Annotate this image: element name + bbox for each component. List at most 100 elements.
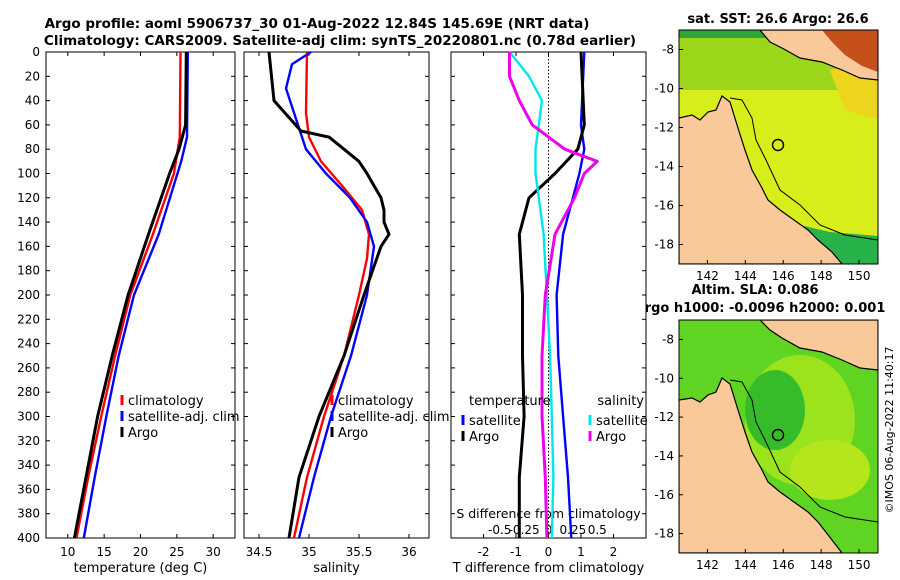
map-x-tick-label: 142: [696, 269, 719, 283]
x-tick-label: 2: [610, 545, 618, 559]
s-tick-label: -0.5: [488, 523, 511, 537]
axes-frame: [45, 51, 236, 539]
x-tick-label: 30: [206, 545, 221, 559]
map-y-tick-label: -12: [654, 410, 674, 424]
y-tick-label: 160: [17, 239, 40, 253]
sla-map-title: Altim. SLA: 0.086: [692, 283, 819, 298]
timestamp: ©IMOS 06-Aug-2022 11:40:17: [883, 347, 896, 514]
axes-frame: [243, 51, 430, 539]
series-line-satellite-adj-clim: [82, 51, 189, 539]
y-tick-label: 280: [17, 385, 40, 399]
sst-map: [678, 29, 879, 265]
s-tick-label: 0.5: [588, 523, 607, 537]
map-x-tick-label: 150: [848, 269, 871, 283]
y-tick-label: 260: [17, 361, 40, 375]
series-line-s-satellite: [508, 51, 555, 539]
x-tick-label: -1: [510, 545, 522, 559]
x-axis-label: temperature (deg C): [74, 561, 208, 576]
map-y-tick-label: -14: [654, 160, 674, 174]
y-tick-label: 140: [17, 215, 40, 229]
legend-label: Argo: [338, 426, 368, 441]
title-line-1: Argo profile: aoml 5906737_30 01-Aug-202…: [45, 16, 590, 32]
x-tick-label: 25: [169, 545, 184, 559]
map-y-tick-label: -10: [654, 371, 674, 385]
map-y-tick-label: -16: [654, 199, 674, 213]
map-x-tick-label: 148: [810, 558, 833, 572]
map-x-tick-label: 146: [772, 558, 795, 572]
series-line-s-argo: [508, 52, 599, 539]
map-x-tick-label: 146: [772, 269, 795, 283]
y-tick-label: 300: [17, 410, 40, 424]
title-line-2: Climatology: CARS2009. Satellite-adj cli…: [44, 33, 636, 49]
series-line-argo: [267, 51, 391, 539]
sla-land-new-guinea: [759, 320, 878, 371]
x-tick-label: 0: [545, 545, 553, 559]
series-line-climatology: [292, 51, 371, 539]
map-y-tick-label: -18: [654, 527, 674, 541]
x-tick-label: 36: [401, 545, 416, 559]
salinity-panel: 34.5 35 35.5 36 salinity climatologysatellite…: [243, 50, 450, 576]
y-tick-label: 60: [25, 118, 40, 132]
legend-label: satellite: [469, 414, 521, 429]
y-tick-label: 40: [25, 94, 40, 108]
x-tick-label: 34.5: [246, 545, 273, 559]
x-axis-label: salinity: [313, 561, 360, 576]
x-tick-label: 35.5: [346, 545, 373, 559]
map-y-tick-label: -16: [654, 488, 674, 502]
map-y-tick-label: -10: [654, 82, 674, 96]
legend-title-salinity: salinity: [597, 394, 644, 409]
y-tick-label: 240: [17, 337, 40, 351]
legend-title-temperature: temperature: [469, 394, 551, 409]
sla-land-australia: [679, 377, 843, 553]
legend-label: satellite: [596, 414, 648, 429]
legend-label: climatology: [128, 394, 204, 409]
y-tick-label: 100: [17, 167, 40, 181]
y-tick-label: 360: [17, 482, 40, 496]
series-line-t-argo: [517, 51, 586, 538]
series-line-t-satellite: [555, 51, 586, 539]
land-australia: [679, 95, 843, 264]
map-x-tick-label: 148: [810, 269, 833, 283]
series-line-argo: [72, 51, 188, 539]
legend-label: satellite-adj. clim: [128, 410, 240, 425]
sla-map: [678, 319, 879, 554]
s-tick-label: 0.25: [560, 523, 587, 537]
x-axis-label: T difference from climatology: [452, 561, 645, 576]
legend-label: Argo: [128, 426, 158, 441]
map-x-tick-label: 144: [734, 269, 757, 283]
x-tick-label: 10: [60, 545, 75, 559]
sla-argo-location-marker: [771, 428, 785, 442]
x-tick-label: 20: [133, 545, 148, 559]
temperature-panel: 0 20 40 60 80 100 120 140 160 180 200 220 240 260 280 3…: [17, 45, 240, 576]
difference-panel: -2 -1 0 1 2 T difference from climatology -0.5…: [450, 51, 648, 576]
series-line-satellite-adj-clim: [284, 50, 376, 539]
legend-label: satellite-adj. clim: [338, 410, 450, 425]
s-tick-label: 0: [545, 523, 553, 537]
argo-location-marker: [771, 138, 785, 152]
y-tick-label: 200: [17, 288, 40, 302]
s-tick-label: -0.25: [509, 523, 540, 537]
y-tick-label: 20: [25, 69, 40, 83]
legend-label: Argo: [469, 430, 499, 445]
map-x-tick-label: 150: [848, 558, 871, 572]
legend-label: Argo: [596, 430, 626, 445]
map-x-tick-label: 144: [734, 558, 757, 572]
sst-map-title: sat. SST: 26.6 Argo: 26.6: [687, 12, 868, 27]
s-axis-label: S difference from climatology: [456, 506, 641, 521]
x-tick-label: 15: [97, 545, 112, 559]
x-tick-label: -2: [478, 545, 490, 559]
map-y-tick-label: -18: [654, 238, 674, 252]
map-y-tick-label: -8: [662, 332, 674, 346]
map-x-tick-label: 142: [696, 558, 719, 572]
y-tick-label: 220: [17, 312, 40, 326]
y-tick-label: 400: [17, 531, 40, 545]
shelf-contour: [729, 97, 878, 241]
y-tick-label: 380: [17, 507, 40, 521]
legend-label: climatology: [338, 394, 414, 409]
y-tick-label: 320: [17, 434, 40, 448]
y-tick-label: 80: [25, 142, 40, 156]
map-y-tick-label: -14: [654, 449, 674, 463]
y-tick-label: 120: [17, 191, 40, 205]
x-tick-label: 1: [577, 545, 585, 559]
map-y-tick-label: -12: [654, 121, 674, 135]
